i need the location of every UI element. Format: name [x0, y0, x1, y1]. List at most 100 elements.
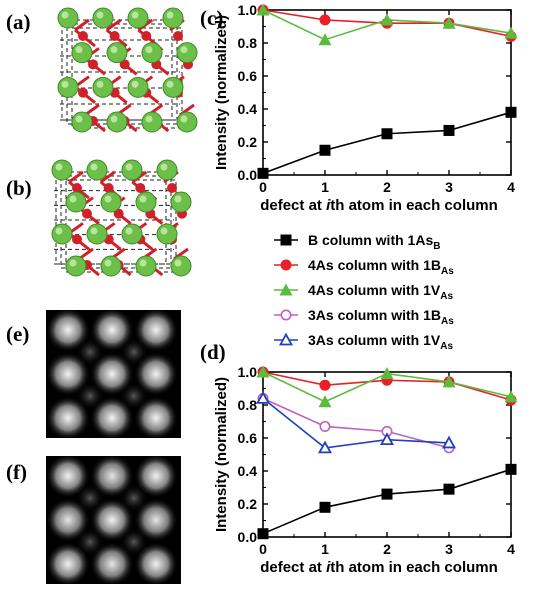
atom-column-bright: [90, 310, 134, 352]
y-tick-label: 0.8: [238, 35, 258, 51]
atom-highlight: [96, 11, 104, 19]
data-point-B: [257, 528, 269, 540]
data-point-As1V: [442, 375, 456, 388]
data-point-B: [443, 483, 455, 495]
y-tick-label: 0.4: [238, 463, 258, 479]
legend-marker: [279, 283, 293, 296]
boron-atom: [82, 208, 92, 219]
atom-highlight: [139, 259, 147, 267]
series-line-B: [262, 468, 512, 535]
arsenic-atom: [156, 223, 178, 245]
atom-highlight: [104, 195, 112, 203]
boron-atom: [78, 87, 88, 98]
atom-highlight: [174, 259, 182, 267]
legend-label: 3As column with 1VAs: [308, 332, 453, 352]
arsenic-atom: [170, 191, 192, 213]
boron-atom: [72, 183, 82, 193]
series-line-B: [262, 111, 512, 175]
atom-highlight: [55, 163, 63, 171]
data-point-As3V: [379, 432, 395, 446]
x-tick-label: 3: [445, 179, 453, 195]
panel-label-f: (f): [6, 460, 27, 484]
boron-atom: [167, 183, 177, 193]
x-tick-label: 2: [383, 179, 391, 195]
unit-cell-outline: [55, 171, 167, 265]
atom-column-bright: [90, 498, 134, 542]
plot-frame: [262, 371, 512, 538]
boron-atom: [109, 31, 120, 41]
data-point-B: [319, 144, 331, 156]
data-point-B: [505, 106, 517, 118]
arsenic-atom: [51, 223, 73, 245]
atom-highlight: [166, 11, 174, 19]
atom-highlight: [96, 80, 104, 88]
atom-column-bright: [134, 456, 178, 498]
atom-highlight: [131, 80, 139, 88]
stem-image-e: [46, 310, 181, 438]
arsenic-atom: [65, 255, 87, 277]
y-tick-label: 0.6: [238, 68, 258, 84]
arsenic-atom: [176, 111, 198, 133]
y-tick-label: 0.0: [238, 529, 258, 545]
y-tick-label: 1.0: [238, 2, 258, 18]
unit-cell-outline: [60, 175, 172, 269]
atom-column-bright: [46, 456, 90, 498]
atom-highlight: [131, 11, 139, 19]
x-tick-label: 1: [321, 179, 329, 195]
legend-marker: [278, 332, 294, 346]
data-point-B: [505, 463, 517, 475]
atom-highlight: [110, 115, 118, 123]
arsenic-atom: [51, 159, 73, 181]
atom-highlight: [139, 195, 147, 203]
boron-atom: [88, 59, 98, 70]
x-tick-label: 1: [321, 541, 329, 557]
legend-label: B column with 1AsB: [308, 232, 440, 252]
atom-highlight: [180, 115, 188, 123]
x-tick-label: 2: [383, 541, 391, 557]
data-point-As3V: [317, 440, 333, 454]
arsenic-atom: [86, 159, 108, 181]
arsenic-atom: [176, 42, 198, 64]
boron-atom: [113, 208, 124, 219]
atom-highlight: [61, 11, 69, 19]
arsenic-atom: [57, 7, 79, 29]
arsenic-atom: [92, 76, 114, 98]
arsenic-atom: [71, 111, 93, 133]
data-point-As1V: [380, 367, 394, 380]
y-tick-label: 1.0: [238, 364, 258, 380]
x-axis-label: defect at ith atom in each column: [260, 559, 498, 576]
arsenic-atom: [71, 42, 93, 64]
chart-c: 0 1 2 3 4 0.0 0.2 0.4 0.6 0.8 1.0 Intensity (normal…: [213, 2, 518, 214]
data-point-As3V: [255, 391, 271, 404]
arsenic-atom: [127, 7, 149, 29]
panel-label-e: (e): [6, 322, 30, 346]
boron-atom: [141, 31, 152, 41]
y-tick-label: 0.4: [238, 101, 258, 117]
arsenic-atom: [106, 111, 128, 133]
panel-label-c: (c): [200, 6, 224, 30]
data-point-B: [381, 128, 393, 140]
y-tick-label: 0.2: [238, 134, 258, 150]
y-tick-label: 0.0: [238, 167, 258, 183]
data-point-As1V: [504, 390, 518, 403]
x-tick-label: 4: [507, 541, 515, 557]
boron-atom: [78, 31, 88, 41]
legend-label: 4As column with 1VAs: [308, 282, 453, 302]
legend-marker: [280, 259, 292, 271]
boron-atom: [173, 31, 183, 41]
legend-label: 3As column with 1BAs: [308, 307, 454, 327]
arsenic-atom: [106, 42, 128, 64]
series-line-As3B: [262, 397, 450, 449]
atom-highlight: [90, 163, 98, 171]
legend-label: 4As column with 1BAs: [308, 257, 454, 277]
bond: [68, 170, 84, 184]
atom-highlight: [145, 115, 153, 123]
arsenic-atom: [141, 111, 163, 133]
atom-column-bright: [90, 396, 134, 438]
panel-label-a: (a): [6, 10, 31, 34]
atom-column-bright: [134, 542, 178, 584]
data-point-B: [319, 501, 331, 513]
atom-column-bright: [46, 542, 90, 584]
atom-highlight: [75, 46, 83, 54]
data-point-As1V: [318, 395, 332, 408]
